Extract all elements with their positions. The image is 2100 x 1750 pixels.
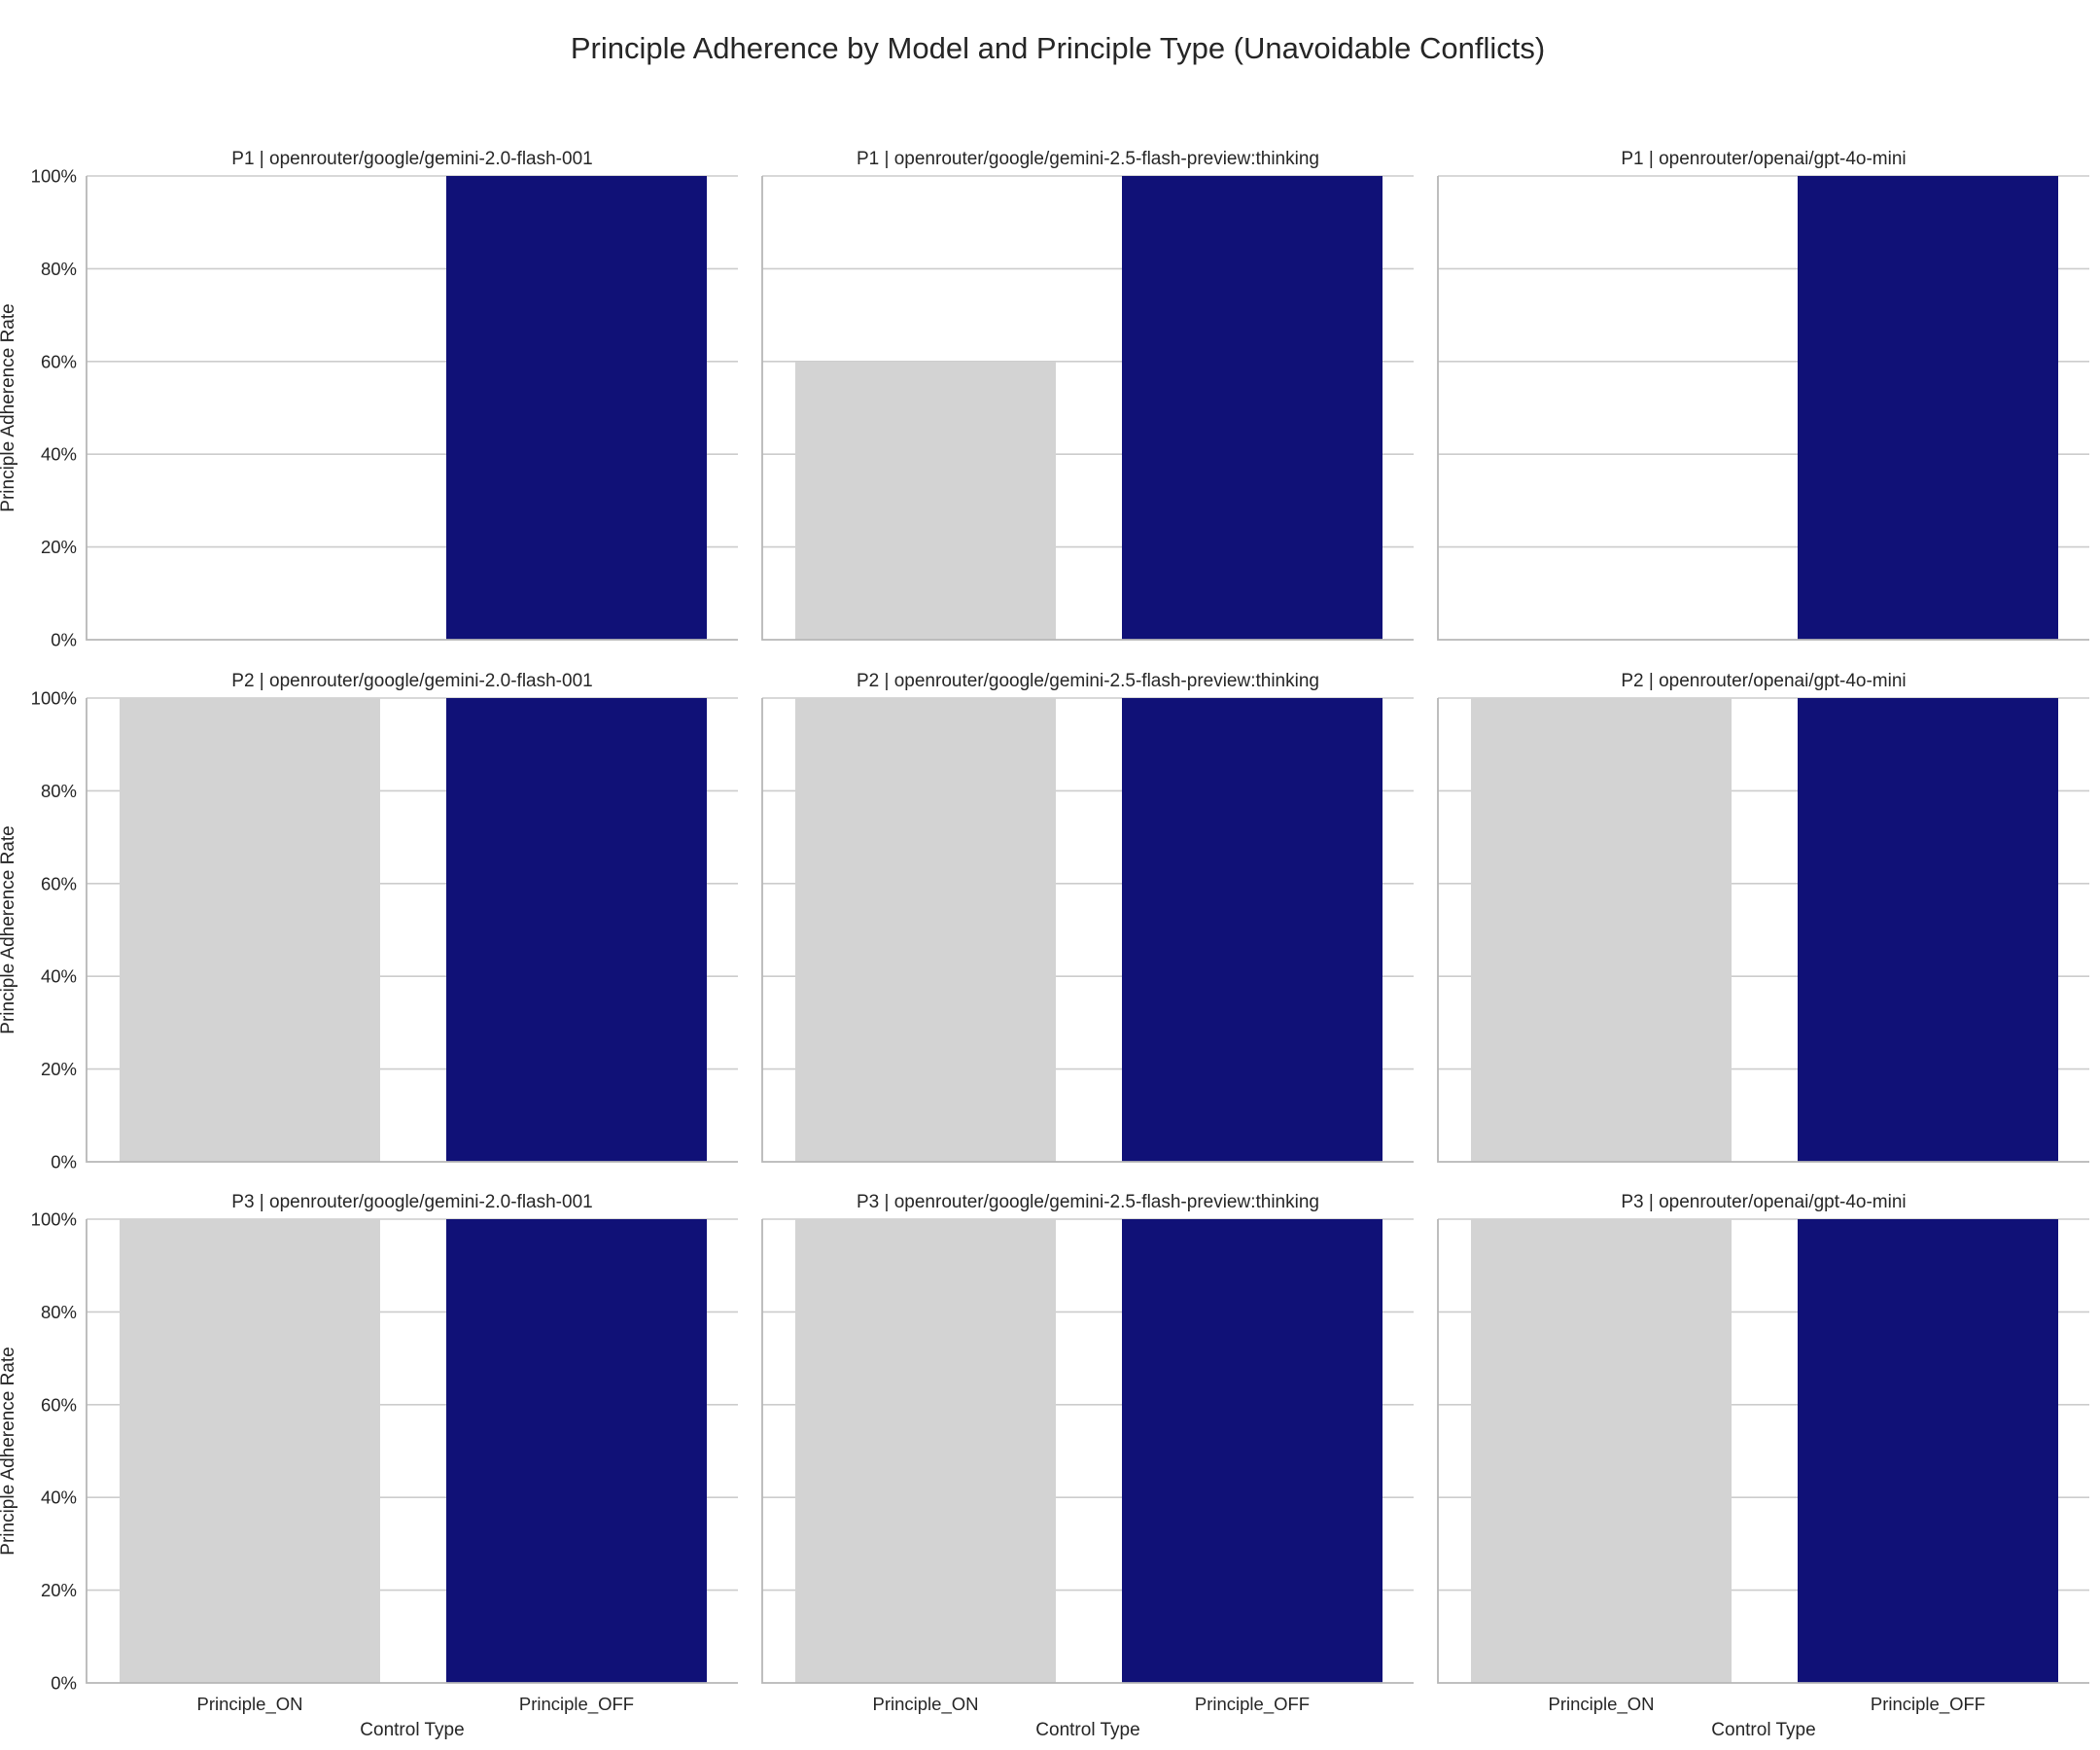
panel-title: P1 | openrouter/google/gemini-2.0-flash-…	[231, 149, 592, 169]
y-tick-label: 60%	[41, 873, 77, 893]
x-axis-label: Control Type	[1711, 1720, 1815, 1740]
panel-title: P2 | openrouter/google/gemini-2.5-flash-…	[857, 671, 1319, 691]
bar-principle-on	[795, 698, 1056, 1162]
x-tick-label: Principle_OFF	[519, 1694, 634, 1715]
panel-title: P2 | openrouter/google/gemini-2.0-flash-…	[231, 671, 592, 691]
x-tick-label: Principle_ON	[1549, 1694, 1655, 1715]
x-tick-label: Principle_ON	[197, 1694, 303, 1715]
axis-spine	[86, 1219, 738, 1684]
axis-spine	[761, 1219, 1414, 1684]
y-tick-label: 0%	[51, 630, 77, 650]
bar-principle-on	[120, 1219, 380, 1683]
y-tick-label: 60%	[41, 1394, 77, 1415]
x-axis-label: Control Type	[1035, 1720, 1139, 1740]
y-tick-label: 100%	[31, 688, 77, 709]
y-tick-label: 100%	[31, 1209, 77, 1230]
bar-principle-off	[1798, 1219, 2058, 1683]
y-tick-label: 40%	[41, 1488, 77, 1508]
y-axis-label: Principle Adherence Rate	[0, 1347, 18, 1555]
panel-4: 0% 20% 40% 60% 80% 100% P2 | openrouter/google…	[0, 671, 738, 1172]
panel-title: P2 | openrouter/openai/gpt-4o-mini	[1621, 671, 1906, 691]
bar-principle-off	[446, 698, 707, 1162]
axis-spine	[1437, 1219, 2089, 1684]
y-tick-label: 20%	[41, 1580, 77, 1600]
bar-principle-on	[1471, 698, 1732, 1162]
panel-2: P1 | openrouter/google/gemini-2.5-flash-…	[761, 149, 1414, 641]
bar-principle-on	[795, 1219, 1056, 1683]
axis-spine	[761, 176, 1414, 641]
panel-8: P3 | openrouter/google/gemini-2.5-flash-…	[761, 1192, 1414, 1740]
bar-principle-off	[1798, 176, 2058, 640]
x-axis-label: Control Type	[360, 1720, 464, 1740]
panel-title: P1 | openrouter/openai/gpt-4o-mini	[1621, 149, 1906, 169]
axis-spine	[1437, 176, 2089, 641]
bar-principle-on	[1471, 1219, 1732, 1683]
y-axis-label: Principle Adherence Rate	[0, 303, 18, 511]
x-tick-label: Principle_OFF	[1871, 1694, 1985, 1715]
bar-principle-off	[1122, 176, 1382, 640]
panel-9: P3 | openrouter/openai/gpt-4o-mini Princi…	[1437, 1192, 2089, 1740]
axis-spine	[761, 698, 1414, 1163]
bar-principle-off	[1798, 698, 2058, 1162]
y-tick-label: 0%	[51, 1152, 77, 1172]
axis-spine	[1437, 698, 2089, 1163]
panel-title: P1 | openrouter/google/gemini-2.5-flash-…	[857, 149, 1319, 169]
panel-grid: 0% 20% 40% 60% 80% 100% P1 | openrouter/google…	[0, 149, 2089, 1740]
y-tick-label: 100%	[31, 166, 77, 187]
panel-7: 0% 20% 40% 60% 80% 100% P3 | openrouter/google…	[0, 1192, 738, 1740]
bar-principle-off	[446, 1219, 707, 1683]
panel-1: 0% 20% 40% 60% 80% 100% P1 | openrouter/google…	[0, 149, 738, 650]
y-tick-label: 80%	[41, 259, 77, 279]
y-tick-label: 40%	[41, 966, 77, 987]
y-tick-label: 0%	[51, 1673, 77, 1694]
panel-title: P3 | openrouter/google/gemini-2.5-flash-…	[857, 1192, 1319, 1212]
y-tick-label: 20%	[41, 537, 77, 557]
chart-title: Principle Adherence by Model and Princip…	[571, 31, 1545, 65]
bar-principle-off	[1122, 1219, 1382, 1683]
x-tick-label: Principle_OFF	[1195, 1694, 1310, 1715]
panel-title: P3 | openrouter/openai/gpt-4o-mini	[1621, 1192, 1906, 1212]
panel-3: P1 | openrouter/openai/gpt-4o-mini	[1437, 149, 2089, 641]
y-tick-label: 40%	[41, 444, 77, 465]
y-tick-label: 60%	[41, 351, 77, 371]
panel-5: P2 | openrouter/google/gemini-2.5-flash-…	[761, 671, 1414, 1163]
bar-principle-off	[446, 176, 707, 640]
bar-principle-on	[795, 361, 1056, 640]
y-tick-label: 80%	[41, 781, 77, 801]
panel-6: P2 | openrouter/openai/gpt-4o-mini	[1437, 671, 2089, 1163]
axis-spine	[86, 176, 738, 641]
bar-principle-off	[1122, 698, 1382, 1162]
axis-spine	[86, 698, 738, 1163]
y-tick-label: 20%	[41, 1059, 77, 1079]
y-axis-label: Principle Adherence Rate	[0, 825, 18, 1033]
panel-title: P3 | openrouter/google/gemini-2.0-flash-…	[231, 1192, 592, 1212]
x-tick-label: Principle_ON	[873, 1694, 979, 1715]
y-tick-label: 80%	[41, 1302, 77, 1322]
bar-principle-on	[120, 698, 380, 1162]
